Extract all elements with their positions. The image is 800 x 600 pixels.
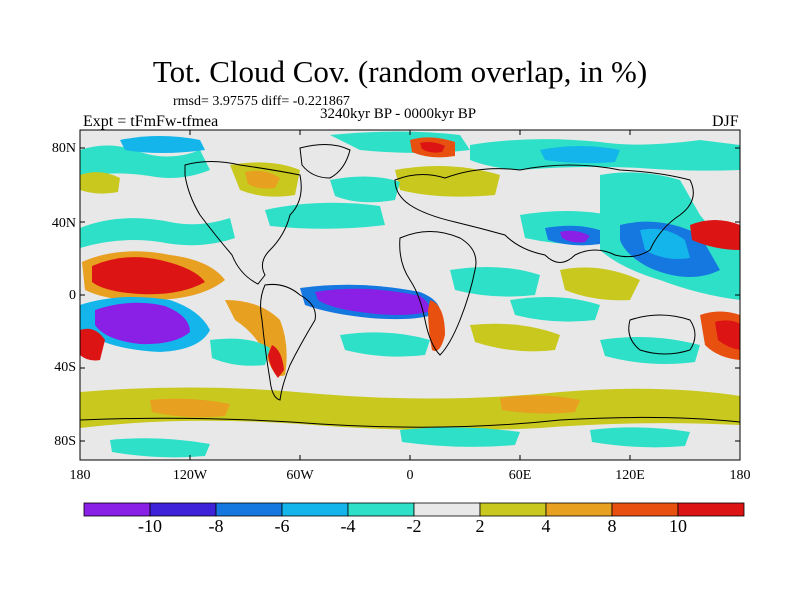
- contour-region: [450, 266, 540, 297]
- contour-region: [510, 296, 600, 322]
- stats-text: rmsd= 3.97575 diff= -0.221867: [173, 94, 350, 109]
- lon-label-60w: 60W: [286, 468, 314, 483]
- colorbar: [83, 502, 745, 517]
- contour-region: [340, 332, 430, 357]
- contour-region: [470, 323, 560, 352]
- season-label: DJF: [712, 113, 739, 130]
- axis-ticks: [80, 130, 740, 460]
- contour-region: [95, 302, 190, 345]
- contour-region: [600, 336, 700, 364]
- colorbar-label: -8: [208, 516, 224, 536]
- colorbar-swatch: [479, 502, 547, 517]
- contour-region: [560, 267, 640, 301]
- lon-label-60e: 60E: [508, 468, 532, 483]
- contour-region: [640, 228, 690, 259]
- experiment-label: Expt = tFmFw-tfmea: [83, 113, 219, 130]
- colorbar-swatch: [347, 502, 415, 517]
- lat-label-80s: 80S: [54, 434, 76, 449]
- coastlines: [80, 144, 740, 428]
- contour-region: [265, 202, 385, 229]
- contour-region: [80, 328, 105, 361]
- lat-label-40s: 40S: [54, 360, 76, 375]
- contour-region: [400, 427, 520, 447]
- colorbar-label: -4: [340, 516, 356, 536]
- contour-region: [110, 438, 210, 458]
- contour-region: [715, 320, 740, 350]
- greenland-outline: [299, 144, 351, 179]
- contour-region: [245, 170, 280, 189]
- contour-region: [428, 300, 445, 351]
- australia-outline: [628, 314, 696, 355]
- lat-label-80n: 80N: [51, 141, 76, 156]
- south-america-outline: [260, 284, 316, 401]
- colorbar-label: -6: [274, 516, 290, 536]
- colorbar-label: 10: [669, 516, 687, 536]
- contour-region: [315, 288, 429, 315]
- lat-label-0: 0: [69, 288, 76, 303]
- contour-region: [80, 172, 120, 194]
- north-america-outline: [184, 161, 302, 285]
- lon-label-120e: 120E: [615, 468, 645, 483]
- contour-region: [500, 395, 580, 414]
- contour-region: [268, 345, 284, 378]
- colorbar-swatch: [611, 502, 679, 517]
- contour-region: [80, 145, 210, 178]
- lon-label-180e: 180: [729, 468, 751, 483]
- map-title: Tot. Cloud Cov. (random overlap, in %): [152, 54, 648, 89]
- contour-region: [150, 398, 230, 418]
- contour-region: [590, 427, 690, 448]
- colorbar-label: -2: [406, 516, 422, 536]
- colorbar-label: -10: [138, 516, 162, 536]
- colorbar-swatch: [215, 502, 283, 517]
- period-text: 3240kyr BP - 0000kyr BP: [320, 106, 477, 122]
- contour-region: [80, 218, 235, 248]
- contour-region: [560, 230, 590, 243]
- contour-region: [210, 338, 270, 366]
- eurasia-outline: [394, 164, 694, 263]
- colorbar-swatch: [281, 502, 349, 517]
- lon-label-120w: 120W: [172, 468, 208, 483]
- lat-label-40n: 40N: [51, 216, 76, 231]
- contour-region: [420, 142, 445, 153]
- colorbar-swatch: [413, 502, 481, 517]
- contour-region: [120, 136, 205, 153]
- colorbar-swatch: [83, 502, 151, 517]
- colorbar-swatch: [545, 502, 613, 517]
- contour-region: [92, 257, 205, 295]
- contour-region: [395, 166, 500, 197]
- antarctica-outline: [80, 416, 740, 428]
- contour-field: [80, 130, 740, 460]
- contour-region: [540, 146, 620, 164]
- colorbar-swatch: [149, 502, 217, 517]
- africa-outline: [399, 231, 477, 356]
- colorbar-label: 8: [607, 516, 617, 536]
- colorbar-label: 2: [475, 516, 485, 536]
- contour-region: [690, 220, 740, 250]
- lon-label-0: 0: [406, 468, 414, 483]
- lon-label-180w: 180: [69, 468, 91, 483]
- contour-region: [330, 176, 400, 203]
- colorbar-swatch: [677, 502, 745, 517]
- colorbar-label: 4: [541, 516, 551, 536]
